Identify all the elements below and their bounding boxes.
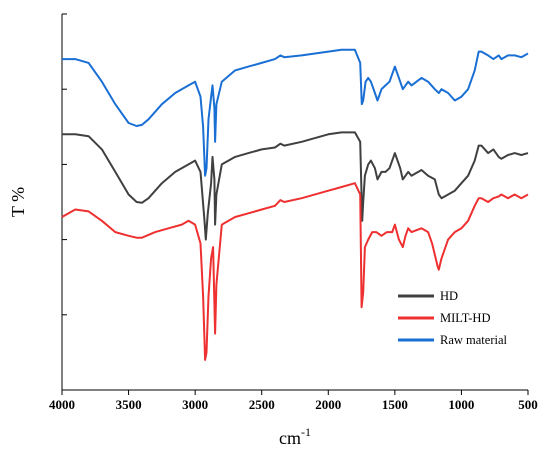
x-tick-label: 1000 [448,397,474,412]
legend: HD MILT-HD Raw material [398,289,508,347]
plot-area: 4000 3500 3000 2500 2000 1500 1000 500 [49,13,538,412]
legend-label-0: HD [440,289,458,303]
x-tick-label: 1500 [382,397,408,412]
x-tick-label: 2000 [315,397,341,412]
legend-label-2: Raw material [440,333,508,347]
y-axis-title: T % [8,187,28,217]
series-lines [61,48,529,361]
x-tick-label: 4000 [49,397,75,412]
y-axis-ticks [62,13,67,391]
x-axis-title-base: cm [279,428,301,448]
series-line-2 [62,48,529,177]
series-line-1 [61,182,529,361]
x-tick-label: 500 [518,397,538,412]
x-axis-title-superscript: -1 [301,425,311,439]
x-axis-ticks: 4000 3500 3000 2500 2000 1500 1000 500 [49,390,538,412]
x-tick-label: 3500 [116,397,142,412]
x-tick-label: 3000 [182,397,208,412]
x-tick-label: 2500 [249,397,275,412]
legend-label-1: MILT-HD [440,311,490,325]
x-axis-title: cm-1 [279,425,311,448]
series-line-0 [62,131,529,241]
